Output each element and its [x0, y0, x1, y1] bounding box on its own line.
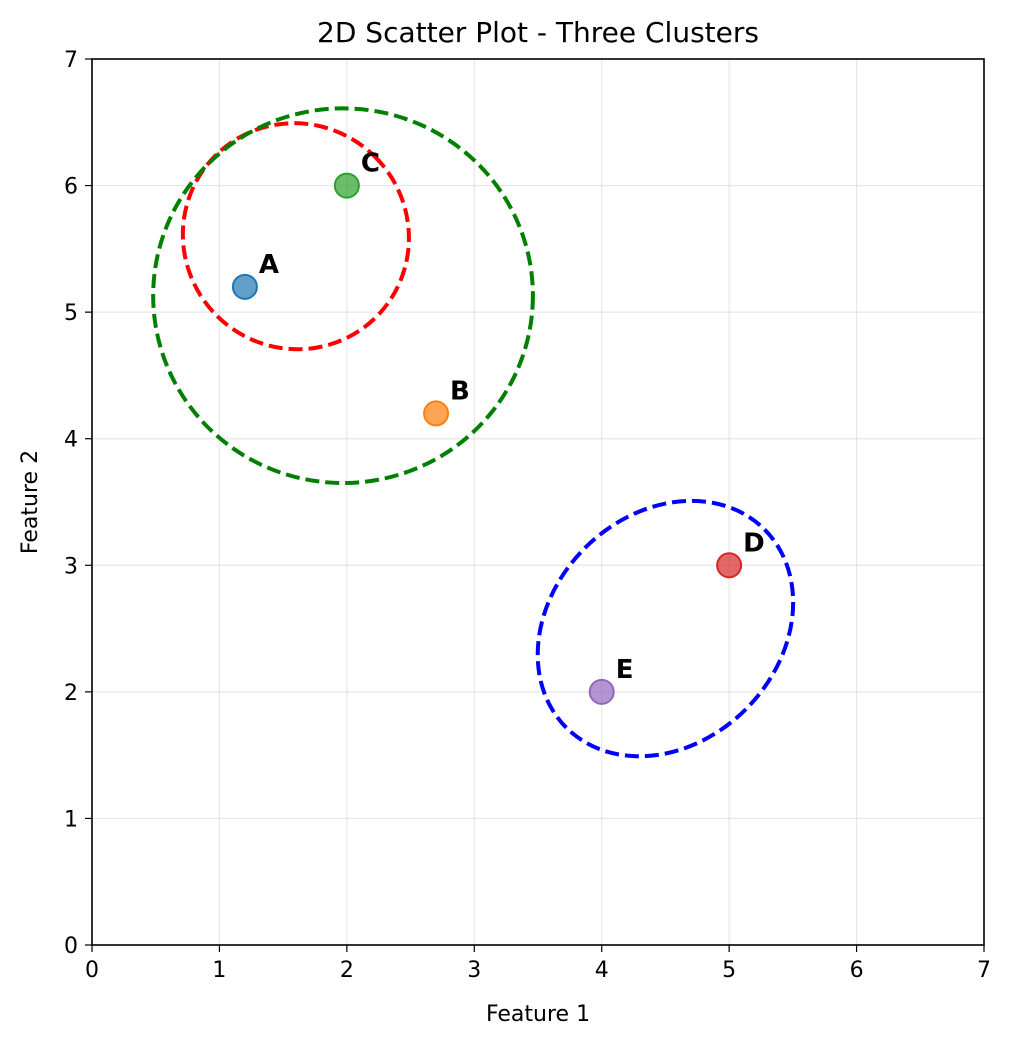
point-label: A [259, 250, 279, 280]
x-tick-label: 6 [850, 958, 864, 983]
x-tick-label: 4 [595, 958, 609, 983]
x-tick-label: 5 [722, 958, 736, 983]
point-label: D [743, 528, 765, 558]
y-tick-label: 2 [64, 681, 78, 706]
data-point [231, 273, 258, 300]
y-axis-ticks: 0 1 2 3 4 5 6 7 [64, 48, 92, 959]
chart-title: 2D Scatter Plot - Three Clusters [317, 16, 759, 49]
cluster-ellipse [535, 498, 796, 759]
data-point [716, 552, 743, 579]
point-labels: A B C D E [259, 149, 765, 685]
y-tick-label: 3 [64, 554, 78, 579]
x-tick-label: 0 [85, 958, 99, 983]
point-label: B [450, 376, 470, 406]
y-tick-label: 1 [64, 807, 78, 832]
point-label: C [361, 149, 380, 179]
x-tick-label: 2 [340, 958, 354, 983]
grid [91, 58, 985, 946]
x-axis-label: Feature 1 [486, 1002, 590, 1027]
x-tick-label: 7 [977, 958, 991, 983]
x-axis-ticks: 0 1 2 3 4 5 6 7 [85, 945, 991, 983]
x-tick-label: 3 [467, 958, 481, 983]
point-label: E [616, 655, 634, 685]
y-tick-label: 4 [64, 428, 78, 453]
data-point [333, 172, 360, 199]
data-point [423, 400, 450, 427]
y-tick-label: 6 [64, 175, 78, 200]
x-tick-label: 1 [212, 958, 226, 983]
y-tick-label: 5 [64, 301, 78, 326]
cluster-ellipse [151, 106, 535, 486]
y-tick-label: 7 [64, 48, 78, 73]
data-points [231, 172, 743, 705]
cluster-ellipses [151, 106, 796, 759]
y-axis-label: Feature 2 [18, 450, 43, 554]
data-point [588, 678, 615, 705]
y-tick-label: 0 [64, 934, 78, 959]
plot-frame [91, 58, 985, 946]
